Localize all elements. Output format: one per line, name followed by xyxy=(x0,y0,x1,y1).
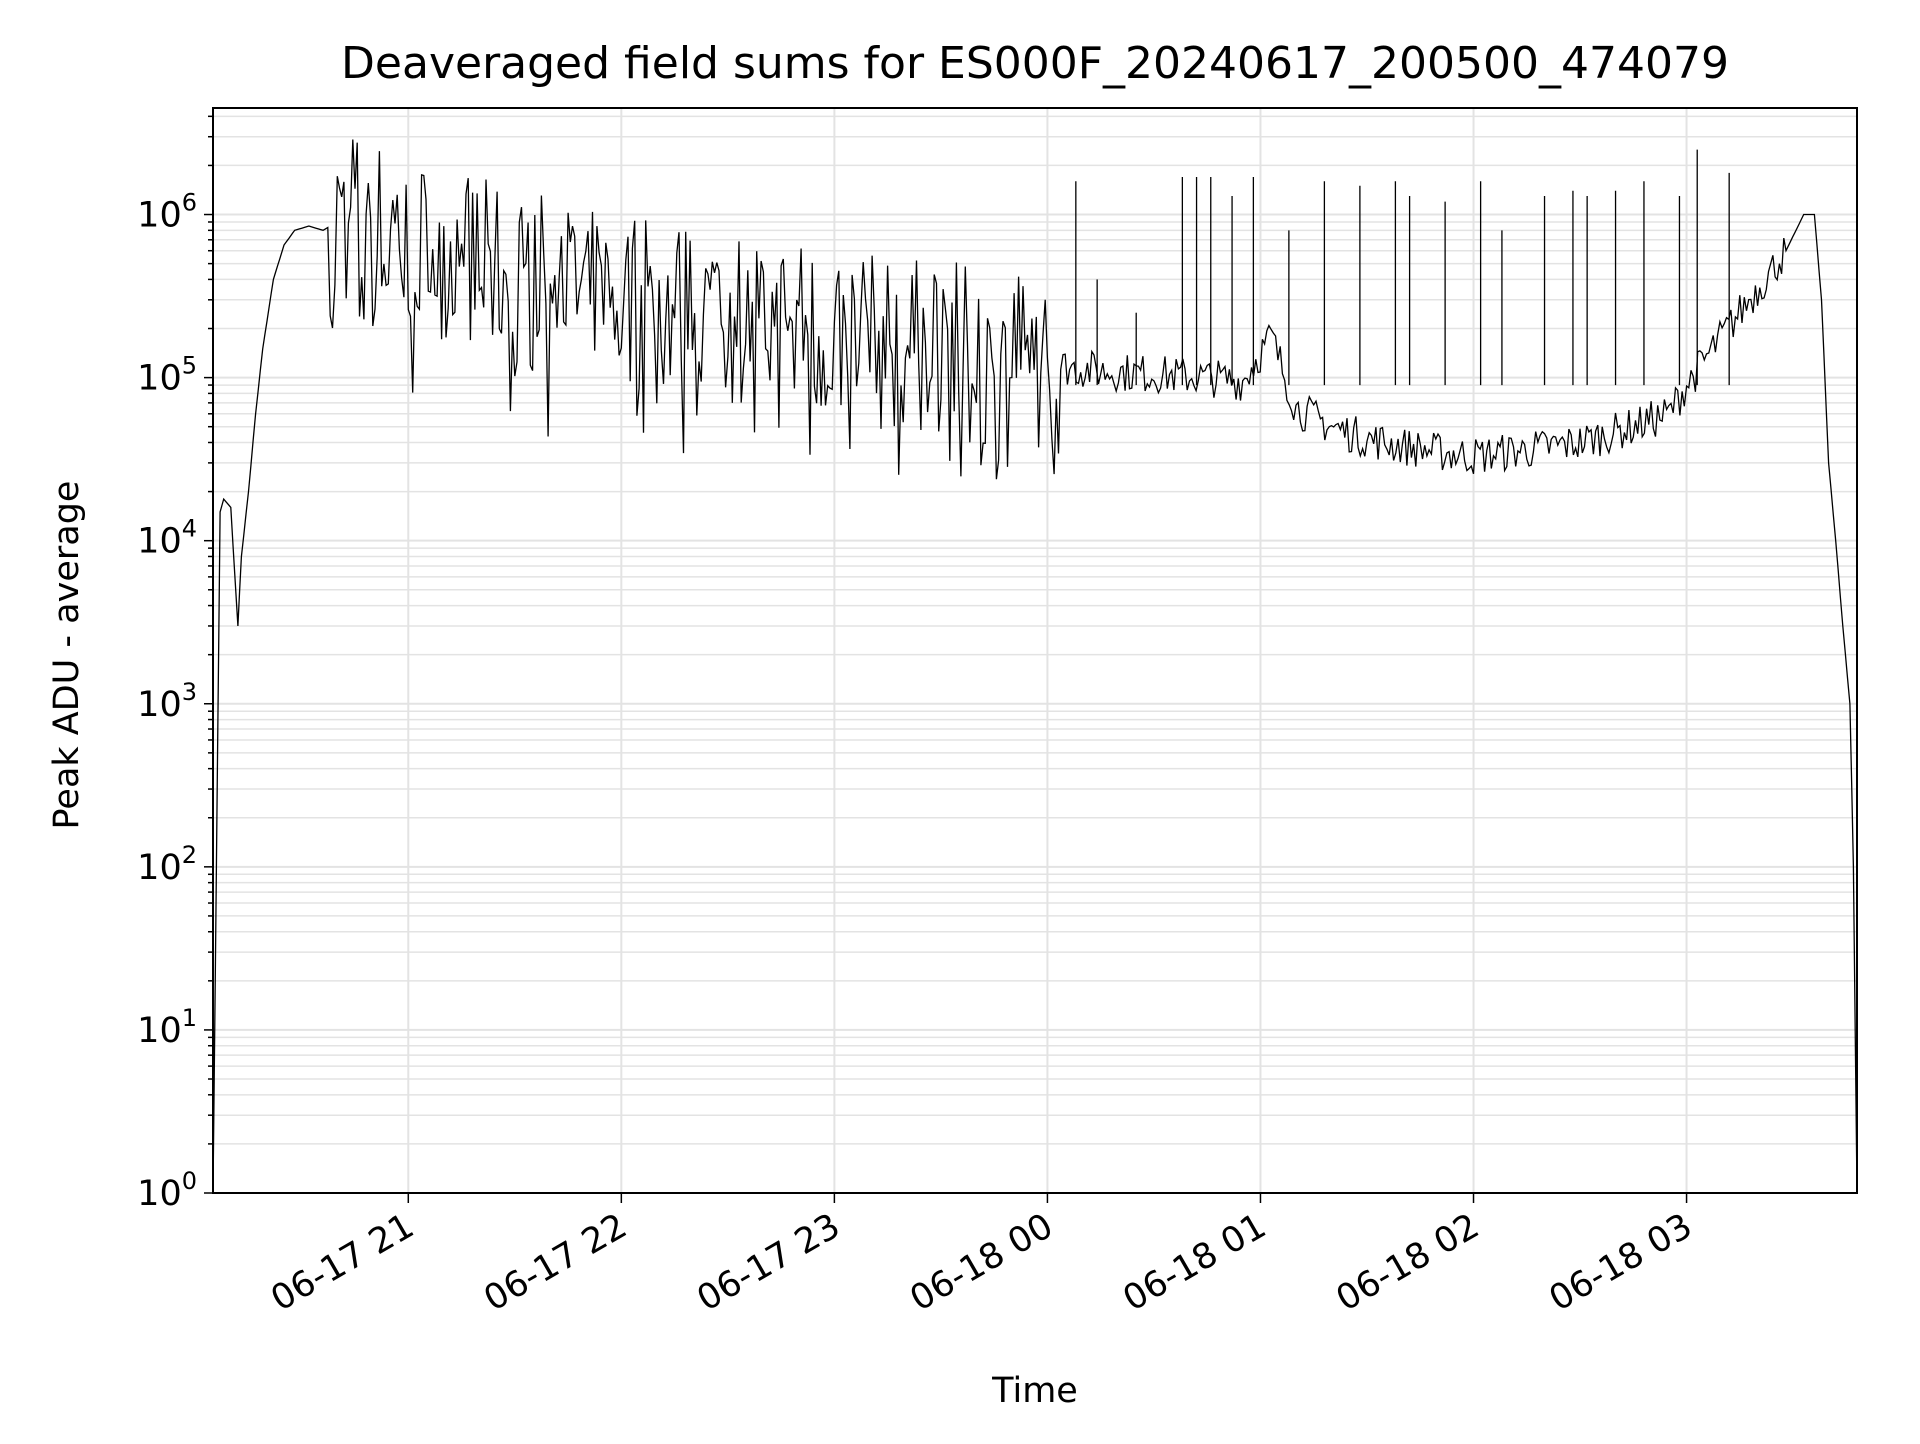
series-line xyxy=(212,139,1858,1194)
y-axis-label: Peak ADU - average xyxy=(47,481,87,830)
chart-title: Deaveraged field sums for ES000F_2024061… xyxy=(341,38,1729,89)
y-tick-label: 101 xyxy=(137,1004,197,1051)
y-tick-label: 100 xyxy=(137,1167,197,1214)
y-tick-label: 106 xyxy=(137,189,197,236)
y-tick-label: 103 xyxy=(137,678,197,725)
x-axis-label: Time xyxy=(991,1371,1078,1411)
grid-lines xyxy=(213,108,1857,1194)
y-tick-label: 102 xyxy=(137,841,197,888)
series-layer xyxy=(212,139,1858,1194)
y-tick-label: 105 xyxy=(137,352,197,399)
plot-frame xyxy=(212,107,1858,1194)
y-tick-label: 104 xyxy=(137,515,197,562)
